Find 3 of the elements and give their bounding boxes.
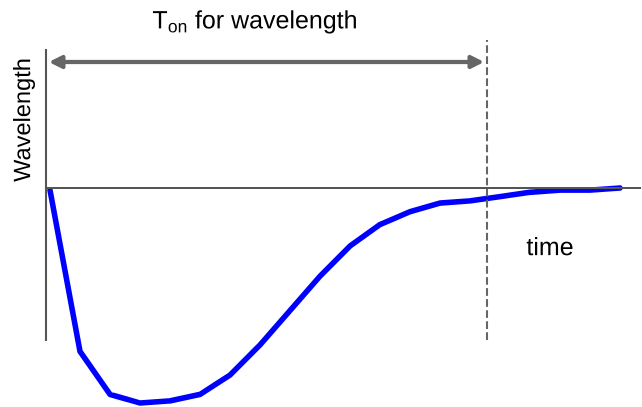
y-axis-title: Wavelength: [12, 60, 36, 182]
text: T$_{on}$ for wavelength: [152, 10, 356, 34]
x-axis-title: time: [526, 237, 573, 256]
